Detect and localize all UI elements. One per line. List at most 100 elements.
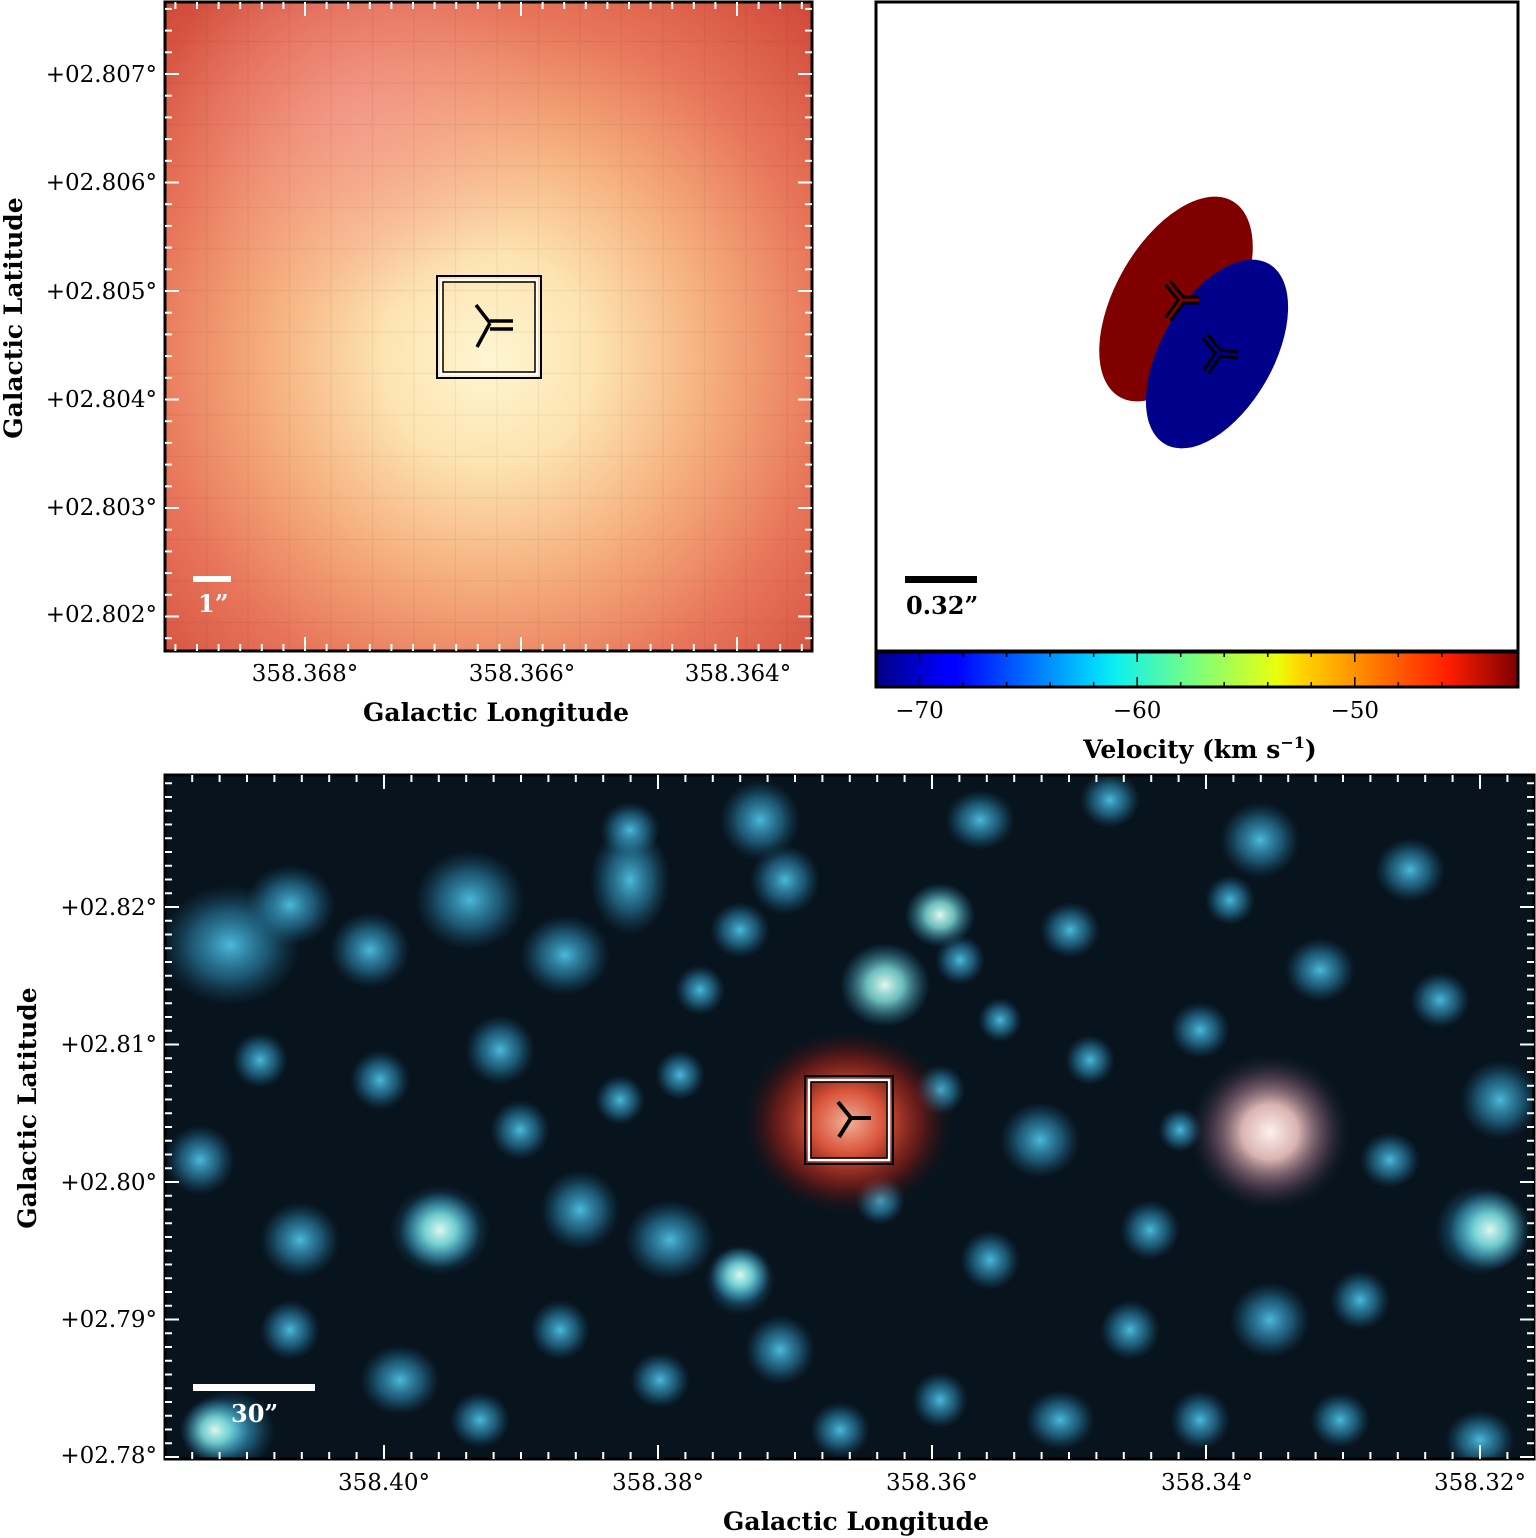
star-blob: [810, 1402, 870, 1458]
star-blob: [750, 845, 820, 915]
panel-a-ylabel: Galactic Latitude: [0, 197, 28, 438]
panel-c-x-tick: 358.38°: [612, 1470, 704, 1496]
panel-a-y-tick: +02.804°: [46, 387, 157, 413]
star-blob: [1310, 1392, 1370, 1448]
star-blob: [1330, 1270, 1390, 1330]
star-blob: [1285, 938, 1355, 1002]
star-blob: [935, 935, 985, 985]
panel-c-scale-bar: [193, 1384, 315, 1391]
star-blob: [1025, 1390, 1095, 1450]
star-blob: [1205, 875, 1255, 925]
star-blob: [1065, 1035, 1115, 1085]
panel-c-minor-ticks: [165, 775, 1534, 1459]
velocity-colorbar: [874, 650, 1520, 689]
colorbar-label: Velocity (km s−1): [1082, 733, 1316, 764]
star-blob: [600, 802, 660, 858]
colorbar-ticks: [918, 652, 1443, 687]
panel-c-x-tick: 358.40°: [338, 1470, 430, 1496]
colorbar-tick-label: −70: [895, 698, 944, 724]
maser-marker-red-icon: [1164, 280, 1199, 322]
panel-c-y-tick: +02.82°: [60, 895, 157, 921]
star-blob: [1100, 1300, 1160, 1360]
panel-c-x-tick: 358.32°: [1434, 1470, 1526, 1496]
maser-marker-icon: [836, 1100, 871, 1139]
maser-marker-blue-icon: [1201, 333, 1239, 375]
bright-star-blob: [1450, 1190, 1530, 1270]
star-blob: [165, 1125, 235, 1195]
colorbar-tick-label: −60: [1113, 698, 1162, 724]
panel-c-y-tick: +02.81°: [60, 1032, 157, 1058]
panel-b-scale-label: 0.32”: [906, 591, 978, 620]
panel-a-y-tick: +02.807°: [46, 62, 157, 88]
bright-star-blob: [710, 1247, 770, 1303]
panel-a-y-tick: +02.805°: [46, 279, 157, 305]
star-blob: [1375, 838, 1445, 902]
panel-a-scale-label: 1”: [198, 589, 229, 618]
panel-a-minor-ticks: [165, 2, 812, 651]
panel-a-y-tick: +02.803°: [46, 495, 157, 521]
star-blob: [490, 1100, 550, 1160]
star-blob: [350, 1050, 410, 1110]
panel-c-y-tick: +02.79°: [60, 1307, 157, 1333]
star-blob: [1460, 1060, 1534, 1140]
star-blob: [1410, 972, 1470, 1028]
panel-b: 0.32” −70 −60 −50 Velocity (km s−1): [874, 0, 1520, 764]
panel-a-y-tick: +02.802°: [46, 602, 157, 628]
panel-a-xlabel: Galactic Longitude: [363, 698, 629, 727]
star-blob: [745, 1315, 815, 1385]
bright-star-blob: [180, 1398, 250, 1459]
star-blob: [1220, 802, 1300, 878]
star-blob: [260, 1202, 340, 1278]
star-blob: [1170, 1390, 1230, 1450]
star-blob: [540, 1170, 620, 1250]
panel-c-ylabel: Galactic Latitude: [13, 987, 42, 1228]
star-blob: [625, 1200, 715, 1280]
panel-a-x-tick: 358.366°: [469, 661, 576, 687]
star-blob: [260, 1300, 320, 1360]
star-blob: [1445, 1410, 1515, 1459]
maser-marker-icon: [474, 303, 513, 348]
star-blob: [415, 850, 525, 950]
bright-star-blob: [400, 1192, 480, 1268]
star-blob: [630, 1352, 690, 1408]
star-blob: [1120, 1200, 1180, 1260]
panel-a: 1” 358.368° 358.366° 358.364° +02.807° +…: [0, 0, 814, 727]
panel-a-target-box: [436, 275, 542, 379]
star-blob: [710, 902, 770, 958]
star-blob: [450, 1392, 510, 1448]
star-blob: [1170, 1002, 1230, 1058]
panel-a-x-tick: 358.368°: [252, 661, 359, 687]
star-blob: [1230, 1282, 1310, 1358]
panel-a-x-tick: 358.364°: [685, 661, 792, 687]
bright-star-blob: [905, 883, 975, 947]
panel-a-scale-bar: [193, 576, 231, 582]
star-blob: [945, 790, 1015, 850]
star-blob: [590, 825, 670, 935]
star-blob: [720, 780, 800, 860]
colorbar-tick-label: −50: [1331, 698, 1380, 724]
panel-c-x-tick: 358.34°: [1161, 1470, 1253, 1496]
panel-c-xlabel: Galactic Longitude: [723, 1507, 989, 1536]
star-blob: [232, 1032, 288, 1088]
panel-c-scale-label: 30”: [231, 1399, 278, 1428]
bright-star-blob: [840, 943, 930, 1027]
star-blob: [978, 998, 1022, 1042]
star-blob: [330, 912, 410, 988]
panel-c-x-tick: 358.36°: [886, 1470, 978, 1496]
panel-a-frame: [163, 0, 814, 653]
star-blob: [1040, 902, 1100, 958]
star-blob: [1360, 1132, 1420, 1188]
panel-c-y-tick: +02.78°: [60, 1443, 157, 1469]
star-blob: [655, 1050, 705, 1100]
star-blob: [960, 1230, 1020, 1290]
star-blob: [1000, 1102, 1080, 1178]
star-blob: [675, 965, 725, 1015]
star-blob: [465, 1015, 535, 1085]
star-blob: [520, 915, 610, 995]
panel-c: 30” 358.40° 358.38° 358.36° 358.34° 358.…: [13, 773, 1536, 1536]
panel-b-scale-bar: [905, 576, 977, 583]
panel-c-y-tick: +02.80°: [60, 1170, 157, 1196]
star-blob: [245, 865, 335, 945]
star-blob: [530, 1300, 590, 1360]
